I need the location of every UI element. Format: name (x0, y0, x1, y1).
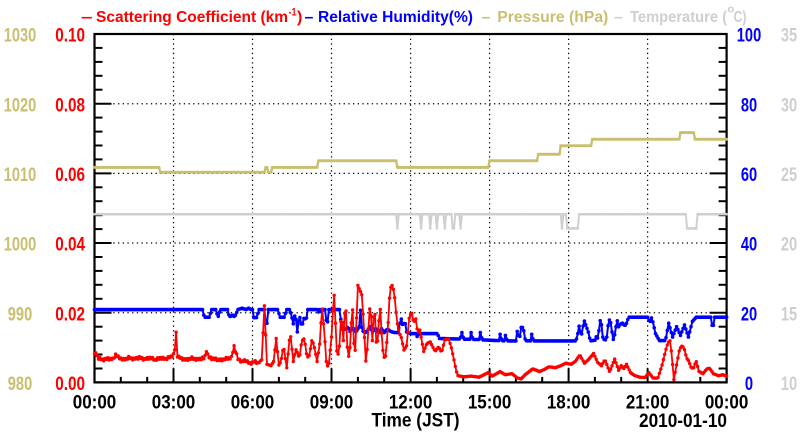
svg-text:0.04: 0.04 (55, 235, 85, 256)
svg-text:18:00: 18:00 (547, 393, 591, 414)
svg-text:Temperature (: Temperature ( (630, 9, 728, 26)
svg-text:Time (JST): Time (JST) (372, 411, 460, 432)
svg-text:1000: 1000 (4, 235, 37, 256)
svg-text:–: – (482, 9, 491, 26)
svg-text:60: 60 (741, 165, 757, 186)
svg-text:Relative Humidity(%): Relative Humidity(%) (318, 9, 473, 26)
svg-text:40: 40 (741, 235, 757, 256)
svg-text:20: 20 (781, 235, 797, 256)
svg-text:21:00: 21:00 (626, 393, 670, 414)
svg-text:06:00: 06:00 (231, 393, 275, 414)
svg-text:1030: 1030 (4, 26, 37, 47)
svg-text:0.02: 0.02 (55, 304, 85, 325)
svg-text:–: – (614, 9, 623, 26)
svg-text:30: 30 (781, 95, 797, 116)
svg-text:15:00: 15:00 (468, 393, 512, 414)
svg-text:–: – (81, 9, 93, 26)
svg-text:0.06: 0.06 (55, 165, 85, 186)
svg-text:1020: 1020 (4, 95, 37, 116)
svg-text:): ) (297, 9, 302, 26)
svg-text:10: 10 (781, 374, 797, 395)
svg-text:00:00: 00:00 (73, 393, 117, 414)
svg-text:-1: -1 (289, 7, 297, 19)
svg-text:100: 100 (737, 26, 761, 47)
svg-text:35: 35 (781, 26, 798, 47)
svg-text:0.10: 0.10 (55, 26, 85, 47)
svg-text:09:00: 09:00 (310, 393, 354, 414)
svg-text:980: 980 (8, 374, 32, 395)
svg-text:15: 15 (781, 304, 798, 325)
svg-text:0.00: 0.00 (55, 374, 85, 395)
svg-text:25: 25 (781, 165, 798, 186)
svg-text:0: 0 (745, 374, 753, 395)
svg-text:03:00: 03:00 (152, 393, 196, 414)
svg-text:0.08: 0.08 (55, 95, 85, 116)
svg-text:990: 990 (8, 304, 32, 325)
svg-text:80: 80 (741, 95, 757, 116)
svg-text:Pressure (hPa): Pressure (hPa) (497, 9, 608, 26)
svg-text:2010-01-10: 2010-01-10 (639, 411, 727, 432)
svg-text:1010: 1010 (4, 165, 37, 186)
svg-text:C): C) (734, 9, 747, 26)
svg-text:o: o (728, 4, 735, 16)
svg-text:–: – (305, 9, 314, 26)
svg-text:Scattering Coefficient (km: Scattering Coefficient (km (96, 9, 288, 26)
svg-text:00:00: 00:00 (705, 393, 749, 414)
svg-text:12:00: 12:00 (389, 393, 433, 414)
svg-text:20: 20 (741, 304, 757, 325)
